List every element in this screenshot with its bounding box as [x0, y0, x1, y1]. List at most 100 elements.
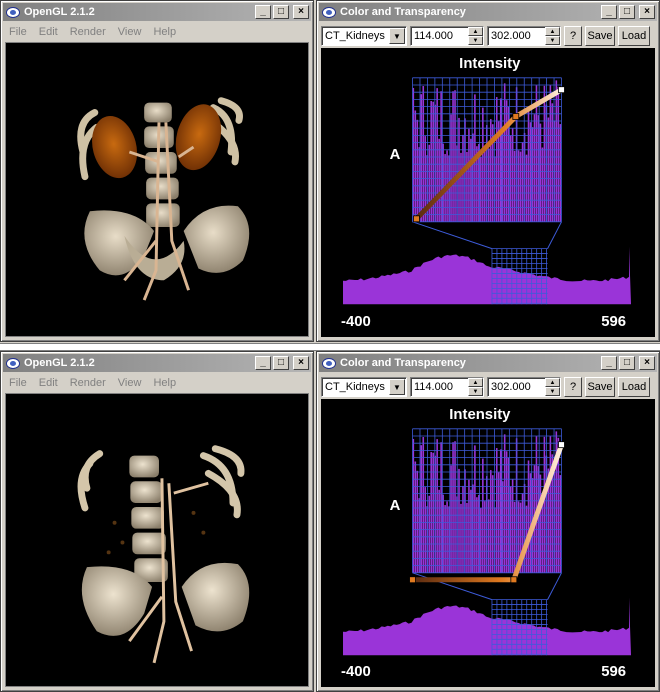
render-viewport-top[interactable]: [5, 42, 309, 337]
histogram-bin: [440, 442, 442, 573]
histogram-bin: [527, 460, 530, 573]
maximize-icon[interactable]: □: [619, 356, 635, 370]
histogram-bin: [430, 101, 432, 222]
transfer-function-canvas[interactable]: Intensity A -400 596: [321, 399, 655, 687]
menu-file[interactable]: File: [9, 26, 27, 38]
menu-view[interactable]: View: [117, 377, 142, 389]
opengl-titlebar-bottom[interactable]: OpenGL 2.1.2 _ □ ×: [3, 354, 311, 372]
help-button[interactable]: ?: [564, 377, 582, 397]
histogram-bin: [495, 448, 498, 573]
alpha-label: A: [390, 498, 401, 514]
histogram-bin: [535, 436, 538, 573]
close-icon[interactable]: ×: [293, 356, 309, 370]
histogram-bin: [448, 506, 450, 573]
control-point[interactable]: [512, 113, 520, 120]
zoom-connector: [547, 572, 562, 600]
control-point[interactable]: [558, 441, 565, 449]
histogram-bin: [555, 431, 558, 573]
histogram-bin: [476, 146, 478, 222]
histogram-bin: [460, 152, 462, 222]
histogram-bin: [499, 98, 502, 222]
histogram-bin: [460, 503, 462, 573]
window-title: OpenGL 2.1.2: [24, 357, 95, 369]
maximize-icon[interactable]: □: [273, 356, 289, 370]
spin-up-icon[interactable]: ▲: [468, 378, 483, 387]
minimize-icon[interactable]: _: [255, 356, 271, 370]
menu-file[interactable]: File: [9, 377, 27, 389]
opengl-app-icon: [322, 357, 336, 369]
spin-up-icon[interactable]: ▲: [545, 378, 560, 387]
spin-down-icon[interactable]: ▼: [545, 36, 560, 45]
menu-help[interactable]: Help: [153, 377, 177, 389]
histogram-full: [343, 597, 632, 656]
histogram-bin: [452, 91, 454, 222]
dropdown-arrow-icon[interactable]: ▼: [389, 379, 405, 395]
menu-help[interactable]: Help: [153, 26, 177, 38]
control-point[interactable]: [413, 215, 420, 223]
range-low-input[interactable]: [411, 381, 468, 393]
histogram-bin: [480, 507, 482, 573]
spin-up-icon[interactable]: ▲: [545, 27, 560, 36]
load-button[interactable]: Load: [618, 377, 650, 397]
menu-edit[interactable]: Edit: [38, 377, 58, 389]
spin-down-icon[interactable]: ▼: [545, 387, 560, 396]
tf-window-top: Color and Transparency _ □ × CT_Kidneys …: [316, 0, 660, 342]
control-point[interactable]: [558, 86, 565, 94]
dropdown-arrow-icon[interactable]: ▼: [389, 28, 405, 44]
render-viewport-bottom[interactable]: [5, 393, 309, 687]
range-high-spinner[interactable]: ▲▼: [487, 26, 561, 46]
load-button[interactable]: Load: [618, 26, 650, 46]
range-low-spinner[interactable]: ▲▼: [410, 377, 484, 397]
help-button[interactable]: ?: [564, 26, 582, 46]
intensity-label: Intensity: [449, 407, 511, 423]
save-button[interactable]: Save: [585, 26, 615, 46]
range-high-input[interactable]: [488, 381, 545, 393]
menu-render[interactable]: Render: [69, 26, 106, 38]
histogram-bin: [533, 114, 536, 222]
preset-select[interactable]: CT_Kidneys ▼: [321, 377, 407, 397]
tf-titlebar-top[interactable]: Color and Transparency _ □ ×: [319, 3, 657, 21]
histogram-bin: [478, 494, 480, 573]
histogram-bin: [491, 124, 494, 222]
minimize-icon[interactable]: _: [601, 5, 617, 19]
zoom-connector: [412, 572, 493, 601]
range-low-input[interactable]: [411, 30, 468, 42]
minimize-icon[interactable]: _: [255, 5, 271, 19]
maximize-icon[interactable]: □: [619, 5, 635, 19]
close-icon[interactable]: ×: [293, 5, 309, 19]
zoom-connector: [412, 221, 493, 250]
control-point[interactable]: [510, 576, 518, 584]
close-icon[interactable]: ×: [639, 356, 655, 370]
histogram-bin: [418, 147, 421, 222]
histogram-bin: [436, 439, 438, 573]
spin-down-icon[interactable]: ▼: [468, 36, 483, 45]
spin-up-icon[interactable]: ▲: [468, 27, 483, 36]
histogram-bin: [539, 474, 542, 573]
close-icon[interactable]: ×: [639, 5, 655, 19]
preset-select[interactable]: CT_Kidneys ▼: [321, 26, 407, 46]
minimize-icon[interactable]: _: [601, 356, 617, 370]
histogram-bin: [551, 454, 554, 573]
preset-value: CT_Kidneys: [325, 30, 385, 42]
menu-edit[interactable]: Edit: [38, 26, 58, 38]
maximize-icon[interactable]: □: [273, 5, 289, 19]
control-point[interactable]: [409, 576, 416, 584]
save-button[interactable]: Save: [585, 377, 615, 397]
histogram-bin: [547, 468, 550, 573]
opengl-titlebar-top[interactable]: OpenGL 2.1.2 _ □ ×: [3, 3, 311, 21]
histogram-bin: [468, 128, 470, 222]
histogram-bin: [549, 436, 552, 573]
tf-editor-bottom[interactable]: Intensity A -400 596: [321, 399, 655, 687]
spin-down-icon[interactable]: ▼: [468, 387, 483, 396]
histogram-bin: [541, 498, 544, 573]
tf-titlebar-bottom[interactable]: Color and Transparency _ □ ×: [319, 354, 657, 372]
histogram-bin: [559, 124, 562, 222]
range-high-input[interactable]: [488, 30, 545, 42]
menu-render[interactable]: Render: [69, 377, 106, 389]
menu-view[interactable]: View: [117, 26, 142, 38]
tf-editor-top[interactable]: Intensity A -400 596: [321, 48, 655, 337]
range-high-spinner[interactable]: ▲▼: [487, 377, 561, 397]
range-low-spinner[interactable]: ▲▼: [410, 26, 484, 46]
histogram-bin: [430, 452, 432, 573]
transfer-function-canvas[interactable]: Intensity A -400 596: [321, 48, 655, 337]
